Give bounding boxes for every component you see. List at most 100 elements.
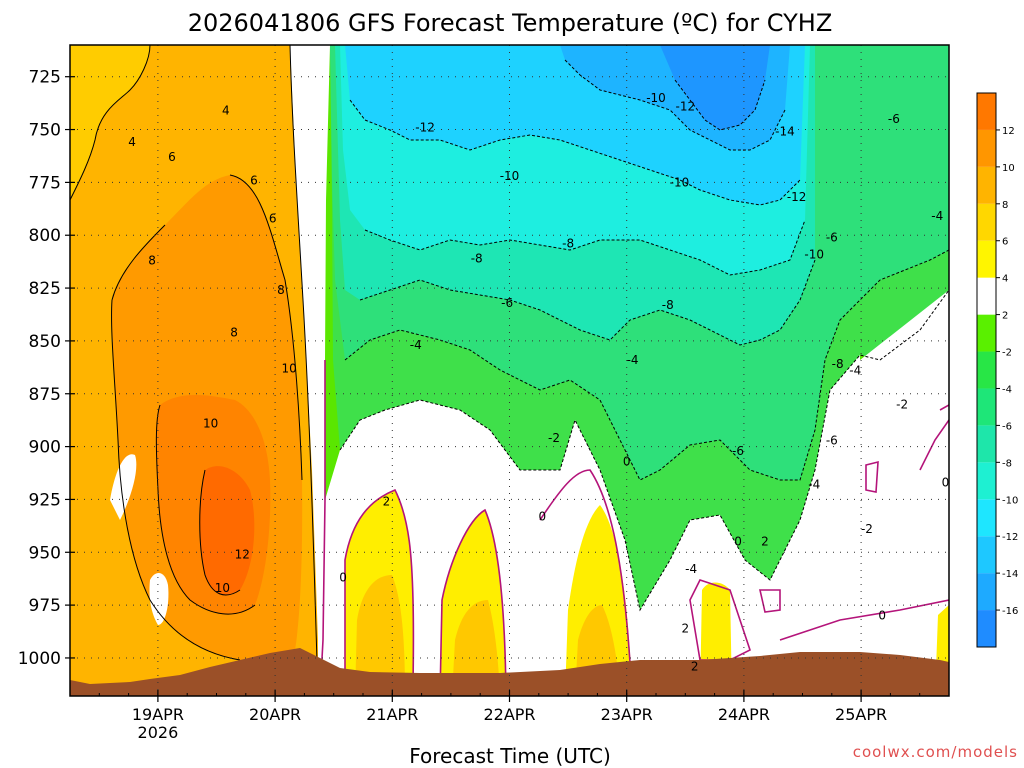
contour-label: 8 <box>277 283 285 297</box>
y-axis: 725 750 775 800 825 850 875 900 925 950 975 1000 <box>18 68 75 669</box>
contour-label: 2 <box>681 621 689 635</box>
colorbar-tick-label: -8 <box>1002 458 1012 469</box>
colorbar-tick-label: -14 <box>1002 569 1018 580</box>
colorbar-swatch <box>977 536 996 574</box>
contour-label: -12 <box>415 120 435 134</box>
contour-label: -10 <box>500 169 520 183</box>
contour-label: 0 <box>339 571 347 585</box>
contour-label: 4 <box>128 135 136 149</box>
colorbar-tick-label: -12 <box>1002 532 1018 543</box>
contour-label: 4 <box>222 104 230 118</box>
colorbar-swatch <box>977 610 996 647</box>
x-tick-label: 20APR <box>249 705 301 724</box>
y-tick-label: 950 <box>29 543 61 563</box>
y-tick-label: 750 <box>29 121 61 141</box>
colorbar-swatch <box>977 499 996 537</box>
colorbar-tick-label: 2 <box>1002 311 1008 322</box>
contour-label: 0 <box>538 509 546 523</box>
contour-label: 0 <box>623 454 631 468</box>
y-tick-label: 925 <box>29 490 61 510</box>
x-tick-label: 21APR <box>366 705 418 724</box>
colorbar-tick-label: -16 <box>1002 606 1018 617</box>
y-tick-label: 850 <box>29 332 61 352</box>
colorbar-swatch <box>977 203 996 241</box>
contour-label: 10 <box>282 361 297 375</box>
contour-label: -10 <box>646 91 666 105</box>
contour-label: 0 <box>878 609 886 623</box>
colorbar-swatch <box>977 573 996 611</box>
contour-label: -4 <box>410 338 422 352</box>
contour-label: -14 <box>775 125 795 139</box>
terrain <box>70 648 949 696</box>
colorbar-tick-label: -6 <box>1002 421 1012 432</box>
contour-label: -8 <box>832 357 844 371</box>
y-tick-label: 775 <box>29 173 61 193</box>
contour-label: -6 <box>501 296 513 310</box>
colorbar-tick-label: 12 <box>1002 126 1015 137</box>
colorbar-swatch <box>977 388 996 426</box>
contour-label: -12 <box>787 190 807 204</box>
y-tick-label: 1000 <box>18 649 61 669</box>
contour-label: -10 <box>804 247 824 261</box>
contour-label: -6 <box>826 230 838 244</box>
colorbar-tick-label: 10 <box>1002 163 1015 174</box>
contour-label: -2 <box>896 397 908 411</box>
contour-label: -10 <box>670 175 690 189</box>
colorbar-swatch <box>977 129 996 167</box>
contours-zero <box>319 360 949 696</box>
y-tick-label: 875 <box>29 385 61 405</box>
colorbar-tick-label: 6 <box>1002 237 1008 248</box>
credit-text: coolwx.com/models <box>853 743 1018 761</box>
colorbar-frame <box>976 92 997 648</box>
colorbar-tick-label: -4 <box>1002 384 1012 395</box>
y-tick-label: 900 <box>29 438 61 458</box>
warm-left-white-2 <box>149 573 169 625</box>
transition-white <box>290 45 330 696</box>
colorbar-swatch <box>977 314 996 352</box>
colorbar-tick-label: 8 <box>1002 200 1008 211</box>
x-tick-sublabel: 2026 <box>138 723 179 742</box>
cold-band-16 <box>660 45 770 130</box>
contour-label: -2 <box>548 431 560 445</box>
contour-label: -4 <box>849 364 861 378</box>
x-tick-label: 19APR <box>132 705 184 724</box>
contour-label: -4 <box>931 209 943 223</box>
x-tick-label: 25APR <box>835 705 887 724</box>
colorbar-swatch <box>977 425 996 463</box>
contour-label: -2 <box>861 522 873 536</box>
colorbar: -16 -14 -12 -10 -8 -6 -4 -2 2 4 6 8 10 12 <box>976 92 1018 648</box>
warm-left-white <box>110 454 137 520</box>
warm-band-12 <box>199 466 255 595</box>
contour-label: 8 <box>148 254 156 268</box>
colorbar-swatch <box>977 166 996 204</box>
contour-label: -6 <box>732 444 744 458</box>
warm-pocket-2-core <box>452 600 500 696</box>
x-tick-label: 22APR <box>483 705 535 724</box>
contour-label: -4 <box>685 562 697 576</box>
contour-label: -6 <box>888 112 900 126</box>
contour-label: 6 <box>250 173 258 187</box>
colorbar-tick-label: -2 <box>1002 348 1012 359</box>
colorbar-swatch <box>977 240 996 278</box>
contour-label: 12 <box>235 547 250 561</box>
y-tick-label: 975 <box>29 596 61 616</box>
contour-label: -12 <box>675 99 695 113</box>
contour-label: 6 <box>168 150 176 164</box>
contour-label: -4 <box>808 478 820 492</box>
contour-label: -8 <box>471 251 483 265</box>
plot-area <box>70 45 949 696</box>
contour-label: 6 <box>269 211 277 225</box>
y-tick-label: 725 <box>29 68 61 88</box>
contour-label: 0 <box>734 535 742 549</box>
contour-label: -6 <box>826 433 838 447</box>
contour-label: 2 <box>761 535 769 549</box>
y-tick-label: 800 <box>29 226 61 246</box>
contour-label: -4 <box>627 353 639 367</box>
y-tick-label: 825 <box>29 279 61 299</box>
contour-label: 0 <box>942 476 950 490</box>
colorbar-swatch <box>977 93 996 130</box>
colorbar-swatch <box>977 462 996 500</box>
